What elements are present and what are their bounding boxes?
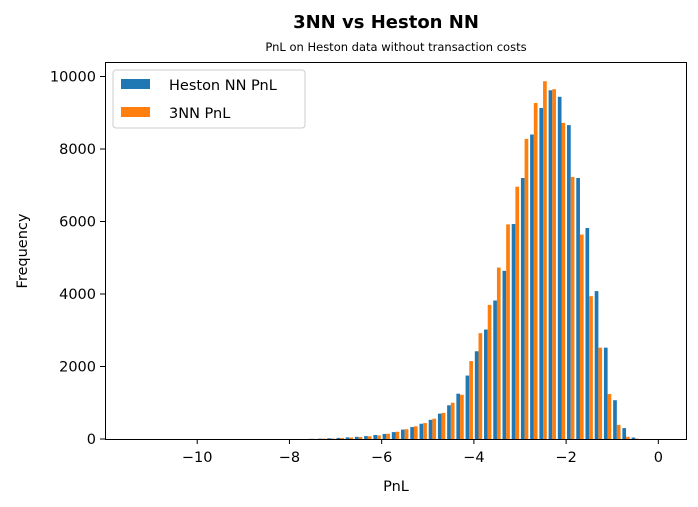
bar-3nn (607, 394, 612, 439)
bar-heston-nn (373, 435, 378, 439)
bar-3nn (423, 423, 427, 439)
bar-heston-nn (567, 125, 571, 439)
bar-heston-nn (511, 224, 516, 439)
bar-heston-nn (401, 429, 405, 439)
bar-heston-nn (410, 427, 414, 439)
y-tick-label: 0 (87, 432, 96, 448)
bar-3nn (487, 304, 492, 440)
bar-3nn (432, 418, 437, 439)
bar-heston-nn (548, 90, 553, 440)
legend-label-heston-nn: Heston NN PnL (169, 78, 277, 94)
bar-heston-nn (447, 405, 451, 439)
bar-3nn (395, 431, 400, 439)
bar-3nn (413, 426, 418, 439)
x-axis-ticks: −10 −8 −6 −4 −2 0 (182, 439, 663, 466)
bar-heston-nn (631, 437, 636, 439)
bar-3nn (524, 138, 529, 439)
legend-swatch-heston-nn (121, 79, 150, 89)
bar-heston-nn (484, 329, 488, 439)
bar-3nn (386, 433, 390, 439)
bar-heston-nn (520, 178, 525, 439)
legend-label-3nn: 3NN PnL (169, 106, 230, 122)
bar-3nn (377, 435, 381, 440)
bar-heston-nn (345, 437, 350, 439)
legend: Heston NN PnL 3NN PnL (112, 69, 306, 129)
bar-heston-nn (336, 437, 341, 439)
bar-3nn (469, 361, 473, 439)
bar-3nn (598, 347, 603, 439)
bar-heston-nn (364, 436, 368, 439)
bar-heston-nn (382, 433, 387, 439)
bar-3nn (589, 296, 593, 439)
bar-heston-nn (354, 436, 359, 439)
bar-heston-nn (622, 428, 627, 440)
bar-heston-nn (327, 438, 331, 439)
bar-heston-nn (613, 400, 617, 439)
x-tick-label: 0 (654, 450, 663, 466)
chart-title: 3NN vs Heston NN (293, 12, 479, 33)
x-axis-label: PnL (383, 479, 409, 495)
bar-3nn (478, 333, 483, 439)
y-tick-label: 2000 (59, 360, 96, 376)
bar-3nn (330, 438, 335, 439)
chart-subtitle: PnL on Heston data without transaction c… (265, 40, 526, 54)
bar-heston-nn (585, 228, 590, 439)
bar-heston-nn (428, 419, 433, 439)
bar-heston-nn (474, 351, 479, 439)
bar-3nn (450, 402, 455, 439)
y-axis-label: Frequency (15, 213, 31, 288)
legend-swatch-3nn (121, 107, 150, 117)
bar-3nn (358, 437, 363, 439)
bar-heston-nn (576, 178, 580, 439)
bar-3nn (579, 234, 584, 439)
bar-3nn (340, 437, 344, 439)
bar-3nn (496, 267, 501, 439)
x-tick-label: −2 (555, 450, 576, 466)
y-axis-ticks: 0 2000 4000 6000 8000 10000 (50, 70, 105, 448)
y-tick-label: 4000 (59, 287, 96, 303)
bar-3nn (441, 412, 446, 439)
x-tick-label: −10 (182, 450, 213, 466)
bar-heston-nn (391, 432, 396, 439)
bar-heston-nn (594, 291, 599, 439)
bar-3nn (616, 424, 621, 439)
bar-3nn (561, 122, 566, 440)
y-tick-label: 6000 (59, 215, 96, 231)
bar-heston-nn (557, 96, 562, 440)
legend-box (112, 69, 306, 129)
bar-heston-nn (456, 393, 461, 439)
y-tick-label: 8000 (59, 142, 96, 158)
bar-3nn (570, 176, 575, 439)
bar-heston-nn (603, 347, 608, 439)
bar-heston-nn (530, 134, 534, 439)
bar-heston-nn (419, 423, 424, 439)
bar-3nn (515, 186, 520, 439)
bar-heston-nn (465, 375, 470, 439)
x-tick-label: −8 (279, 450, 300, 466)
y-tick-label: 10000 (50, 70, 96, 86)
bar-heston-nn (539, 108, 544, 439)
bar-3nn (367, 436, 372, 439)
bar-3nn (460, 394, 464, 439)
series-3nn-bars (312, 81, 639, 440)
bar-3nn (404, 429, 409, 439)
x-tick-label: −4 (463, 450, 484, 466)
bar-heston-nn (502, 270, 507, 439)
bar-heston-nn (493, 300, 497, 439)
bar-3nn (552, 89, 556, 439)
bar-3nn (506, 224, 510, 439)
bar-heston-nn (437, 413, 442, 440)
x-tick-label: −6 (371, 450, 392, 466)
bar-3nn (543, 81, 547, 440)
bar-3nn (349, 437, 354, 439)
bar-3nn (626, 436, 630, 439)
plot-area-frame (105, 62, 687, 440)
series-heston-nn-bars (308, 90, 636, 440)
bar-3nn (533, 102, 538, 440)
